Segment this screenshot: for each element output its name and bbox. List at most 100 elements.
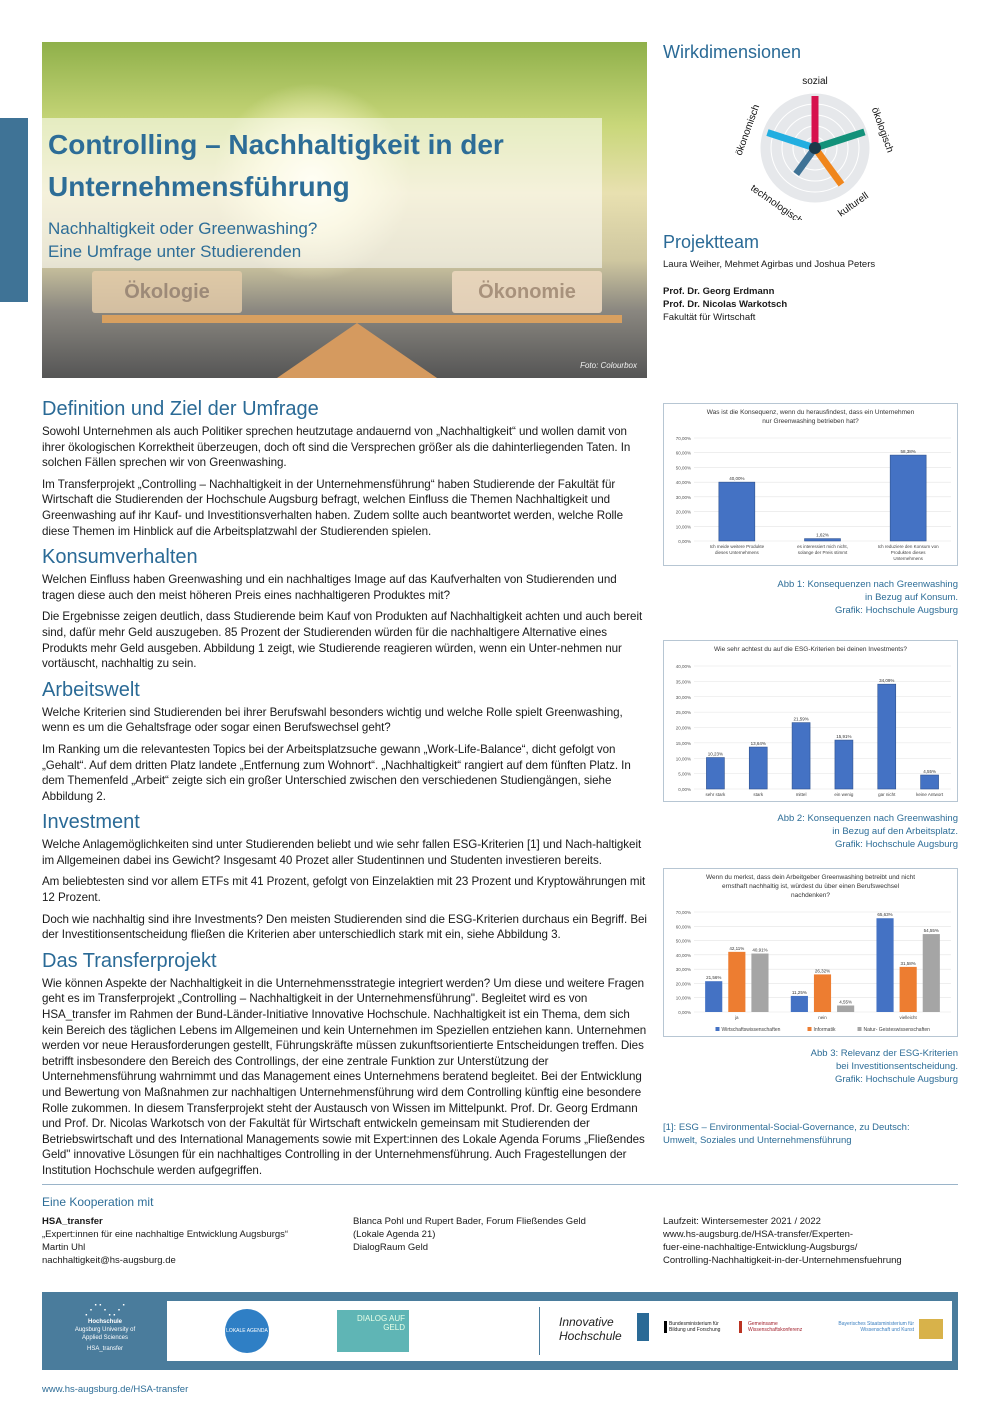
team-faculty: Fakultät für Wirtschaft <box>663 312 756 323</box>
subtitle-line: Nachhaltigkeit oder Greenwashing? <box>48 219 318 238</box>
x-tick-label: dieses Unternehmens <box>715 550 760 555</box>
main-content: Definition und Ziel der Umfrage Sowohl Un… <box>42 397 650 1185</box>
footer-url[interactable]: www.hs-augsburg.de/HSA-transfer <box>42 1384 189 1395</box>
bar <box>876 918 894 1012</box>
y-tick-label: 0,00% <box>678 1010 691 1015</box>
lokale-agenda-logo: LOKALE AGENDA <box>225 1309 269 1353</box>
y-tick-label: 40,00% <box>676 480 691 485</box>
y-tick-label: 10,00% <box>676 524 691 529</box>
team-prof-2: Prof. Dr. Nicolas Warkotsch <box>663 299 788 310</box>
legend-swatch <box>857 1027 862 1031</box>
data-label: 13,64% <box>751 741 766 746</box>
bmbf-logo: Bundesministerium für Bildung und Forsch… <box>664 1321 730 1333</box>
y-tick-label: 10,00% <box>676 996 691 1001</box>
x-tick-label: Unternehmens <box>893 556 923 561</box>
section-investment: Investment Welche Anlagemöglichkeiten sin… <box>42 811 647 942</box>
y-tick-label: 40,00% <box>676 664 691 669</box>
y-tick-label: 70,00% <box>676 910 691 915</box>
title-overlay <box>42 118 602 268</box>
poster-title: Controlling – Nachhaltigkeit in der Unte… <box>48 129 504 202</box>
data-label: 4,55% <box>923 769 936 774</box>
legend-swatch <box>715 1027 720 1031</box>
dimension-label: ökonomisch <box>734 103 763 157</box>
y-tick-label: 60,00% <box>676 924 691 929</box>
bar <box>751 953 769 1012</box>
legend-swatch <box>807 1027 812 1031</box>
coop-col-1: HSA_transfer „Expert:innen für eine nachh… <box>42 1216 289 1266</box>
dimension-bar-2 <box>812 145 845 187</box>
bar <box>889 454 927 542</box>
data-label: 26,32% <box>815 968 830 973</box>
bar <box>748 746 768 790</box>
data-label: 40,00% <box>729 476 744 481</box>
y-tick-label: 20,00% <box>676 981 691 986</box>
y-tick-label: 30,00% <box>676 967 691 972</box>
wirkdimensionen-heading: Wirkdimensionen <box>663 42 802 62</box>
caption-1: Abb 1: Konsequenzen nach Greenwashing in … <box>777 579 958 616</box>
bar <box>790 995 808 1012</box>
y-tick-label: 60,00% <box>676 451 691 456</box>
subtitle-line: Eine Umfrage unter Studierenden <box>48 242 302 261</box>
bar <box>877 683 897 790</box>
bar <box>705 981 723 1012</box>
caption-2: Abb 2: Konsequenzen nach Greenwashing in … <box>777 813 958 850</box>
bar <box>718 481 756 542</box>
y-tick-label: 50,00% <box>676 939 691 944</box>
footnote: [1]: ESG – Environmental-Social-Governan… <box>663 1122 910 1146</box>
photo-credit: Foto: Colourbox <box>580 361 637 370</box>
dimension-bar-1 <box>813 128 866 152</box>
data-label: 1,62% <box>816 533 829 538</box>
x-tick-label: sehr stark <box>706 792 727 797</box>
data-label: 58,38% <box>901 449 916 454</box>
x-tick-label: vielleicht <box>900 1015 918 1020</box>
logo-bar: ⋰⋱⋰ Hochschule Augsburg University of Appl… <box>42 1292 958 1370</box>
data-label: 11,25% <box>792 990 807 995</box>
team-prof-1: Prof. Dr. Georg Erdmann <box>663 286 775 297</box>
bayern-ministry-logo: Bayerisches Staatsministerium für Wissen… <box>838 1321 914 1333</box>
y-tick-label: 30,00% <box>676 695 691 700</box>
data-label: 31,58% <box>901 961 916 966</box>
data-label: 21,56% <box>706 975 721 980</box>
section-transferprojekt: Das Transferprojekt Wie können Aspekte de… <box>42 949 647 1177</box>
x-tick-label: ja <box>734 1015 739 1020</box>
cooperation-heading: Eine Kooperation mit <box>42 1195 154 1209</box>
y-tick-label: 0,00% <box>678 787 691 792</box>
y-tick-label: 0,00% <box>678 539 691 544</box>
y-tick-label: 35,00% <box>676 679 691 684</box>
gwk-logo: Gemeinsame Wissenschaftskonferenz <box>739 1321 811 1333</box>
bar <box>804 538 841 542</box>
dimension-bar-4 <box>766 129 817 152</box>
data-label: 34,09% <box>879 678 894 683</box>
bar <box>834 739 854 790</box>
x-tick-label: nein <box>818 1015 827 1020</box>
y-tick-label: 50,00% <box>676 465 691 470</box>
image-label-left: Ökologie <box>92 271 242 313</box>
caption-3: Abb 3: Relevanz der ESG-Kriterien bei Inv… <box>810 1048 958 1085</box>
contact-email[interactable]: nachhaltigkeit@hs-augsburg.de <box>42 1255 176 1266</box>
bar <box>791 722 811 790</box>
x-tick-label: es interessiert mich nicht, <box>797 544 848 549</box>
coop-col-2: Blanca Pohl und Rupert Bader, Forum Flie… <box>353 1216 586 1253</box>
coop-col-3: Laufzeit: Wintersemester 2021 / 2022 www… <box>663 1216 902 1266</box>
data-label: 54,55% <box>924 928 939 933</box>
projektteam-heading: Projektteam <box>663 232 760 252</box>
legend-label: Wirtschaftswissenschaften <box>722 1027 781 1033</box>
team-students: Laura Weiher, Mehmet Agirbas und Joshua … <box>663 259 876 270</box>
hsa-logo: ⋰⋱⋰ Hochschule Augsburg University of Appl… <box>74 1301 136 1352</box>
bar <box>813 974 832 1012</box>
chart-title: Wenn du merkst, dass dein Arbeitgeber Gr… <box>706 874 915 881</box>
x-tick-label: stark <box>753 792 764 797</box>
x-tick-label: keine Antwort <box>916 792 944 797</box>
x-tick-label: Ich meide weitere Produkte <box>710 544 765 549</box>
data-label: 65,63% <box>877 912 892 917</box>
bar <box>837 1005 855 1012</box>
chart-3: Wenn du merkst, dass dein Arbeitgeber Gr… <box>663 868 958 1037</box>
bar <box>899 966 917 1012</box>
legend-label: Natur- Geisteswissenschaften <box>864 1027 931 1033</box>
dimension-label: ökologisch <box>869 106 896 154</box>
dialograum-geld-logo: DIALOG AUF GELD <box>337 1310 409 1352</box>
project-url[interactable]: www.hs-augsburg.de/HSA-transfer/Experten… <box>663 1229 902 1266</box>
y-tick-label: 5,00% <box>678 772 691 777</box>
data-label: 15,91% <box>836 734 851 739</box>
chart-title: ernsthaft nachhaltig ist, würdest du übe… <box>722 883 900 890</box>
